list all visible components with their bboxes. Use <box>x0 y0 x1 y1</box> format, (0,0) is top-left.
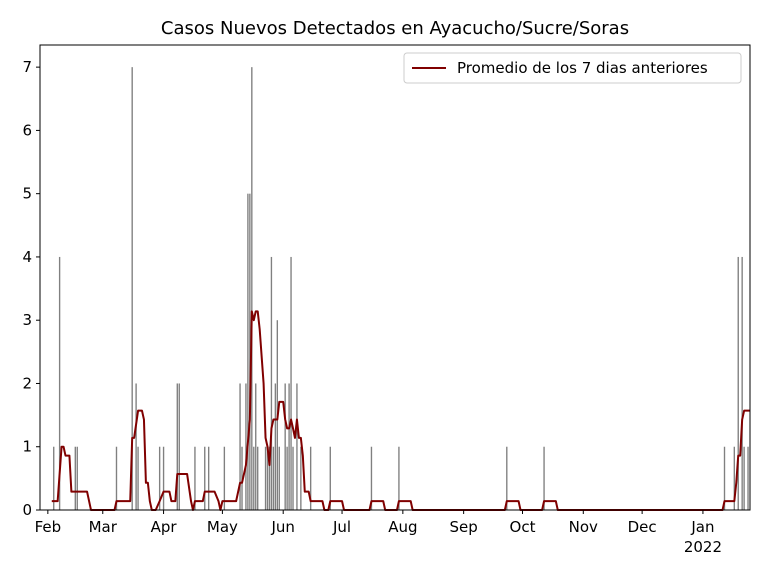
bar <box>176 383 178 510</box>
bar <box>309 446 312 510</box>
bar <box>270 256 273 510</box>
bar <box>723 446 726 510</box>
bar <box>178 383 180 510</box>
bar <box>370 446 373 510</box>
x-tick-label: Nov <box>569 518 598 536</box>
y-tick-label: 0 <box>22 501 32 519</box>
bar <box>53 446 55 510</box>
bar <box>245 383 247 510</box>
bar <box>223 446 226 510</box>
bar <box>506 446 508 510</box>
chart-title: Casos Nuevos Detectados en Ayacucho/Sucr… <box>161 18 629 39</box>
bar <box>292 446 294 510</box>
bar <box>76 446 78 510</box>
bar <box>733 446 735 510</box>
bar <box>543 446 545 510</box>
y-tick-label: 7 <box>22 58 32 76</box>
x-tick-label: Jan 2022 <box>684 518 722 556</box>
x-tick-label: Jul <box>332 518 351 536</box>
bar <box>255 383 257 510</box>
bar <box>329 446 331 510</box>
bar <box>257 446 259 510</box>
bar <box>135 383 137 510</box>
bar <box>398 446 400 510</box>
y-tick-label: 5 <box>22 185 32 203</box>
bar <box>290 256 292 510</box>
bar <box>58 256 61 510</box>
bar <box>74 446 76 510</box>
x-tick-label: Sep <box>450 518 478 536</box>
x-tick-label: Mar <box>89 518 118 536</box>
plot-frame <box>39 44 751 511</box>
bar <box>194 446 196 510</box>
bar <box>741 256 743 510</box>
y-tick-label: 6 <box>22 121 32 139</box>
bar <box>300 446 302 510</box>
bar <box>115 446 118 510</box>
y-tick-label: 2 <box>22 374 32 392</box>
bar <box>737 256 739 510</box>
x-tick-label: May <box>207 518 238 536</box>
bar <box>268 446 271 510</box>
bar <box>239 383 241 510</box>
y-tick-label: 1 <box>22 438 32 456</box>
bar <box>207 446 210 510</box>
x-tick-label: Dec <box>628 518 657 536</box>
bar <box>251 67 253 511</box>
bar <box>296 383 298 510</box>
x-tick-label: Apr <box>151 518 178 536</box>
y-tick-label: 4 <box>22 248 32 266</box>
bar <box>288 383 290 510</box>
x-tick-label: Jun <box>270 518 294 536</box>
bar <box>278 446 280 510</box>
bar <box>743 446 745 510</box>
x-tick-label: Oct <box>510 518 536 536</box>
bar <box>247 193 249 510</box>
legend-box <box>403 52 742 84</box>
bar <box>264 446 267 510</box>
x-tick-label: Feb <box>35 518 62 536</box>
bar <box>137 446 139 510</box>
bar <box>274 383 277 510</box>
bar <box>249 193 251 510</box>
bar <box>284 383 286 510</box>
bar <box>286 446 288 510</box>
bar <box>253 446 255 510</box>
bar <box>272 446 275 510</box>
y-tick-label: 3 <box>22 311 32 329</box>
bar <box>747 446 749 510</box>
bar <box>266 446 269 510</box>
bar <box>158 446 161 510</box>
legend-label: Promedio de los 7 dias anteriores <box>457 59 708 77</box>
bar <box>162 446 165 510</box>
x-tick-label: Aug <box>388 518 417 536</box>
bar <box>131 67 133 511</box>
bar <box>204 446 206 510</box>
